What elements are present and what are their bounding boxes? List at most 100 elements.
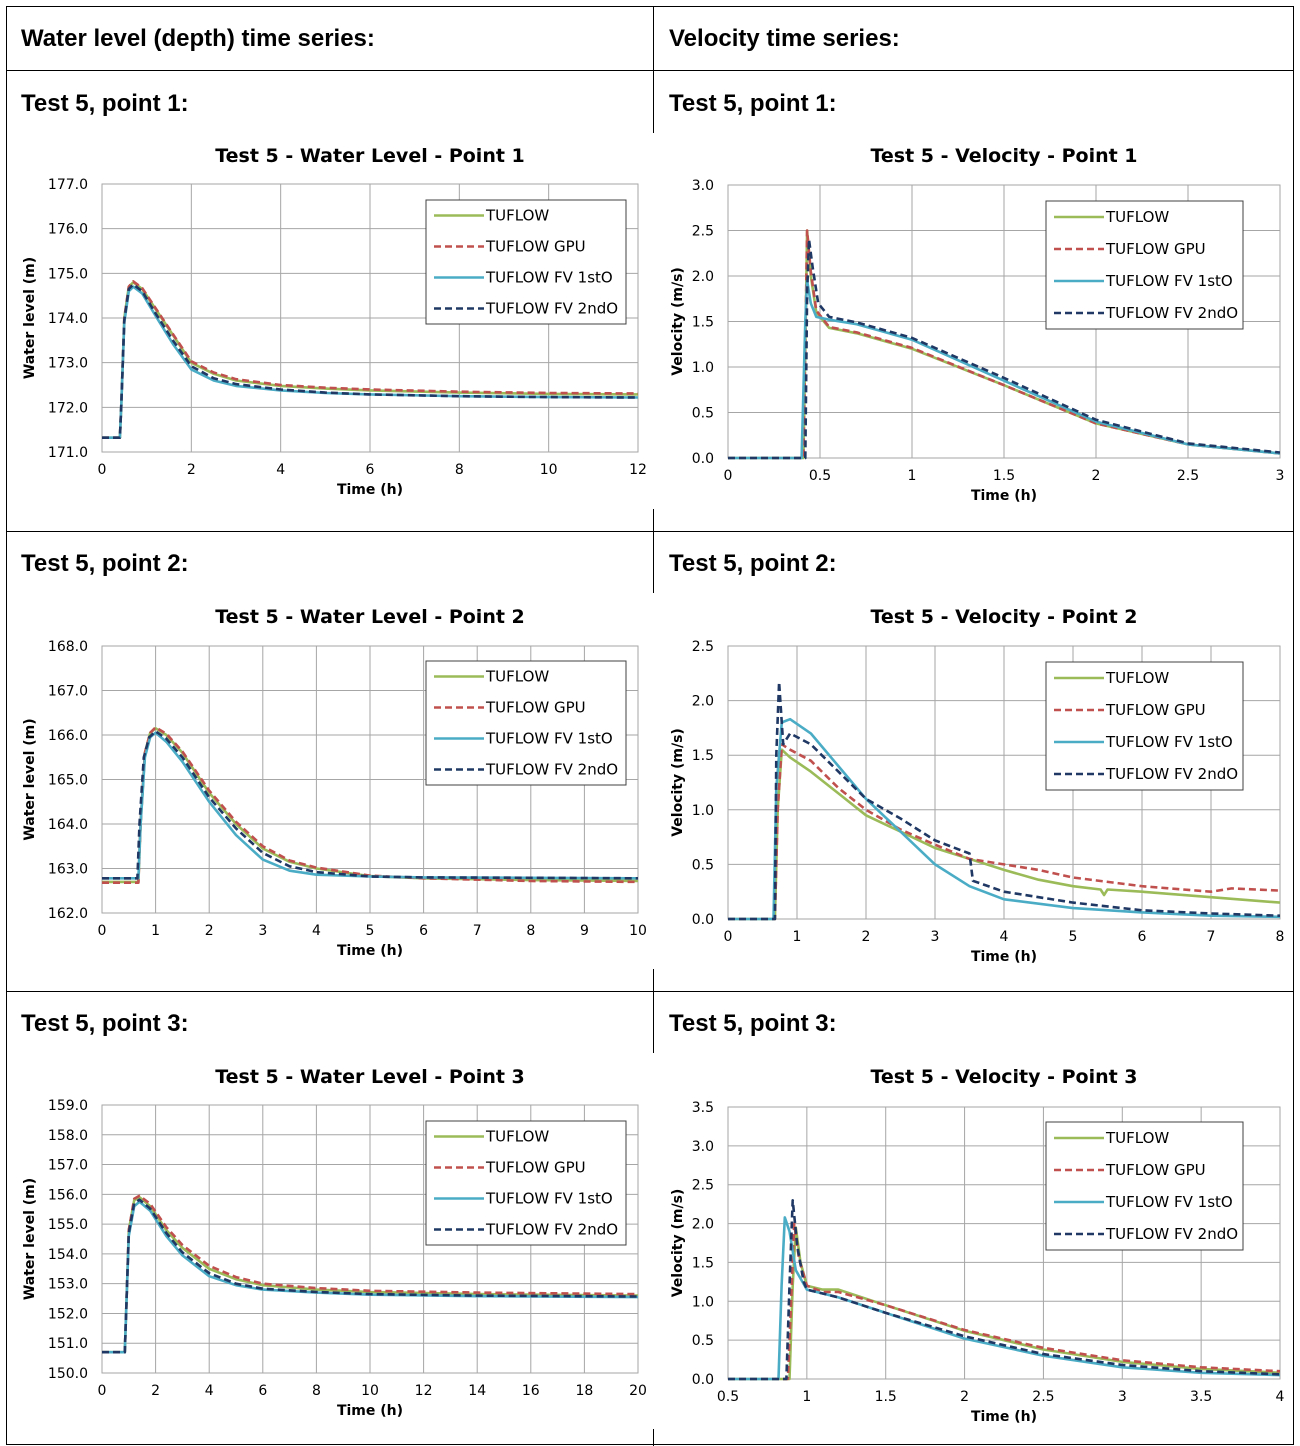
x-tick-label: 3: [931, 929, 940, 945]
legend-label: TUFLOW: [1105, 1129, 1169, 1147]
column-divider: [653, 71, 654, 133]
y-tick-label: 0.0: [692, 1372, 714, 1388]
x-tick-label: 12: [629, 462, 647, 478]
x-tick-label: 0.5: [809, 468, 831, 484]
y-tick-label: 172.0: [48, 400, 88, 416]
x-tick-label: 5: [1069, 929, 1078, 945]
series-line-tuflow-fv-1sto: [728, 279, 1280, 460]
x-axis-label: Time (h): [971, 1409, 1037, 1425]
series-line-tuflow-fv-2ndo: [102, 730, 638, 880]
row-label-right: Test 5, point 2:: [669, 550, 837, 577]
x-tick-label: 14: [468, 1383, 486, 1399]
column-divider: [653, 1429, 654, 1446]
legend-label: TUFLOW GPU: [485, 1159, 586, 1177]
y-tick-label: 2.0: [692, 269, 714, 285]
x-tick-label: 2: [205, 923, 214, 939]
chart-svg: Test 5 - Velocity - Point 2 0 1 2 3 4 5 6 7 8 0.0 0…: [670, 606, 1284, 965]
x-tick-label: 0.5: [717, 1389, 739, 1405]
legend: TUFLOW TUFLOW GPU TUFLOW FV 1stO TUFLOW FV …: [1045, 661, 1244, 791]
results-table: Water level (depth) time series: Velocit…: [6, 6, 1294, 1446]
x-axis-label: Time (h): [971, 488, 1037, 504]
chart-water-level-point-2: Test 5 - Water Level - Point 2 0 1 2 3 4 5 6 7 8 9…: [20, 601, 650, 971]
y-tick-label: 0.5: [692, 406, 714, 422]
x-axis-label: Time (h): [337, 1403, 403, 1419]
legend-label: TUFLOW GPU: [1105, 1161, 1206, 1179]
chart-velocity-point-3: Test 5 - Velocity - Point 3 0.5 1 1.5 2 2.5 3 3…: [668, 1061, 1292, 1433]
legend-label: TUFLOW: [485, 668, 549, 686]
x-tick-label: 12: [415, 1383, 433, 1399]
y-tick-label: 1.5: [692, 315, 714, 331]
row-label-right: Test 5, point 1:: [669, 90, 837, 117]
x-tick-label: 10: [540, 462, 558, 478]
y-tick-label: 0.5: [692, 857, 714, 873]
row-separator: [7, 531, 1293, 532]
y-tick-label: 0.0: [692, 451, 714, 467]
x-axis-label: Time (h): [337, 482, 403, 498]
legend: TUFLOW TUFLOW GPU TUFLOW FV 1stO TUFLOW FV …: [1045, 200, 1244, 330]
x-tick-label: 18: [575, 1383, 593, 1399]
y-tick-label: 177.0: [48, 177, 88, 193]
series-line-tuflow-fv-1sto: [728, 717, 1280, 921]
y-tick-label: 162.0: [48, 906, 88, 922]
x-tick-label: 0: [724, 468, 733, 484]
legend-label: TUFLOW FV 2ndO: [1105, 1225, 1238, 1243]
legend-label: TUFLOW FV 1stO: [485, 730, 613, 748]
x-tick-label: 1.5: [993, 468, 1015, 484]
x-tick-label: 1.5: [875, 1389, 897, 1405]
x-axis-label: Time (h): [337, 943, 403, 959]
legend-label: TUFLOW FV 2ndO: [485, 300, 618, 318]
y-tick-label: 158.0: [48, 1128, 88, 1144]
y-tick-label: 1.0: [692, 360, 714, 376]
legend-label: TUFLOW FV 2ndO: [1105, 765, 1238, 783]
y-tick-label: 2.5: [692, 639, 714, 655]
y-tick-label: 0.0: [692, 912, 714, 928]
legend-box: [1045, 1121, 1244, 1251]
x-tick-label: 16: [522, 1383, 540, 1399]
legend-label: TUFLOW FV 1stO: [485, 269, 613, 287]
legend-label: TUFLOW FV 2ndO: [1105, 304, 1238, 322]
y-tick-label: 173.0: [48, 356, 88, 372]
series-line-tuflow-fv-1sto: [102, 285, 638, 440]
legend-label: TUFLOW FV 2ndO: [485, 1221, 618, 1239]
legend-label: TUFLOW FV 2ndO: [485, 761, 618, 779]
y-tick-label: 2.0: [692, 1217, 714, 1233]
legend-label: TUFLOW GPU: [1105, 240, 1206, 258]
y-tick-label: 174.0: [48, 311, 88, 327]
y-tick-label: 166.0: [48, 728, 88, 744]
x-tick-label: 1: [908, 468, 917, 484]
legend-box: [425, 199, 627, 325]
y-tick-label: 152.0: [48, 1306, 88, 1322]
y-tick-label: 155.0: [48, 1217, 88, 1233]
y-axis-label: Water level (m): [22, 718, 38, 840]
chart-title: Test 5 - Water Level - Point 2: [215, 606, 525, 628]
series-line-tuflow-fv-2ndo: [102, 1198, 638, 1354]
x-tick-label: 2: [1092, 468, 1101, 484]
chart-title: Test 5 - Velocity - Point 2: [870, 606, 1137, 628]
x-axis-label: Time (h): [971, 949, 1037, 965]
y-tick-label: 150.0: [48, 1366, 88, 1382]
y-tick-label: 175.0: [48, 266, 88, 282]
y-tick-label: 3.0: [692, 1139, 714, 1155]
series-line-tuflow-fv-2ndo: [728, 680, 1280, 921]
legend-label: TUFLOW: [1105, 669, 1169, 687]
x-tick-label: 6: [258, 1383, 267, 1399]
chart-svg: Test 5 - Velocity - Point 1 0 0.5 1 1.5 2 2.5 3…: [670, 145, 1284, 504]
x-tick-label: 4: [276, 462, 285, 478]
legend: TUFLOW TUFLOW GPU TUFLOW FV 1stO TUFLOW FV …: [1045, 1121, 1244, 1251]
legend: TUFLOW TUFLOW GPU TUFLOW FV 1stO TUFLOW FV …: [425, 1120, 627, 1246]
y-axis-label: Velocity (m/s): [670, 267, 686, 376]
x-tick-label: 3.5: [1190, 1389, 1212, 1405]
x-tick-label: 2: [862, 929, 871, 945]
chart-velocity-point-1: Test 5 - Velocity - Point 1 0 0.5 1 1.5 2 2.5 3…: [668, 140, 1292, 512]
legend-label: TUFLOW FV 1stO: [1105, 733, 1233, 751]
y-axis-label: Velocity (m/s): [670, 728, 686, 837]
y-tick-label: 167.0: [48, 684, 88, 700]
series-line-tuflow: [728, 748, 1280, 921]
y-tick-label: 3.5: [692, 1100, 714, 1116]
y-tick-label: 156.0: [48, 1187, 88, 1203]
legend-box: [425, 660, 627, 786]
column-divider: [653, 509, 654, 531]
y-tick-label: 153.0: [48, 1277, 88, 1293]
header-water-level: Water level (depth) time series:: [21, 25, 375, 52]
row-separator: [7, 991, 1293, 992]
